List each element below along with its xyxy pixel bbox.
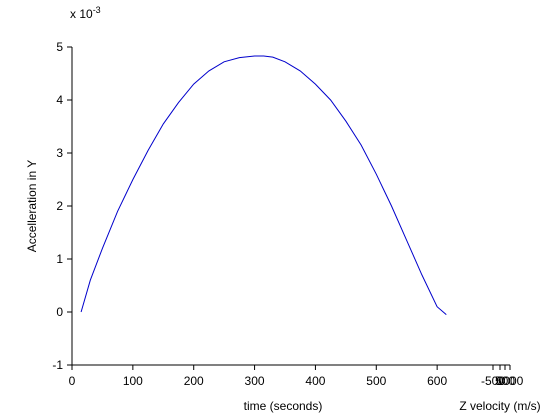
x-tick-label: 200: [184, 374, 204, 388]
y-exponent-label: x 10-3: [70, 5, 101, 21]
y-tick-label: 1: [56, 252, 63, 266]
plot-area: [80, 55, 447, 315]
series-line: [80, 55, 447, 315]
y-tick-label: 5: [56, 40, 63, 54]
y-axis-label: Accelleration in Y: [25, 160, 39, 253]
y-tick-label: 3: [56, 146, 63, 160]
secondary-x-tick-label: -500: [481, 374, 505, 388]
x-tick-label: 0: [69, 374, 76, 388]
x-tick-label: 100: [123, 374, 143, 388]
secondary-x-axis-label: Z velocity (m/s): [459, 399, 540, 413]
x-tick-label: 500: [366, 374, 386, 388]
y-exponent-superscript: -3: [93, 5, 101, 15]
y-tick-label: 0: [56, 305, 63, 319]
y-tick-label: 2: [56, 199, 63, 213]
secondary-x-tick-label: 1000: [497, 374, 524, 388]
x-tick-label: 400: [305, 374, 325, 388]
x-axis-label: time (seconds): [244, 399, 323, 413]
secondary-x-tick-label: 0: [497, 374, 504, 388]
y-tick-label: 4: [56, 93, 63, 107]
x-tick-label: 600: [427, 374, 447, 388]
x-tick-label: 300: [245, 374, 265, 388]
y-tick-label: -1: [52, 358, 63, 372]
secondary-x-tick-label: 500: [495, 374, 515, 388]
